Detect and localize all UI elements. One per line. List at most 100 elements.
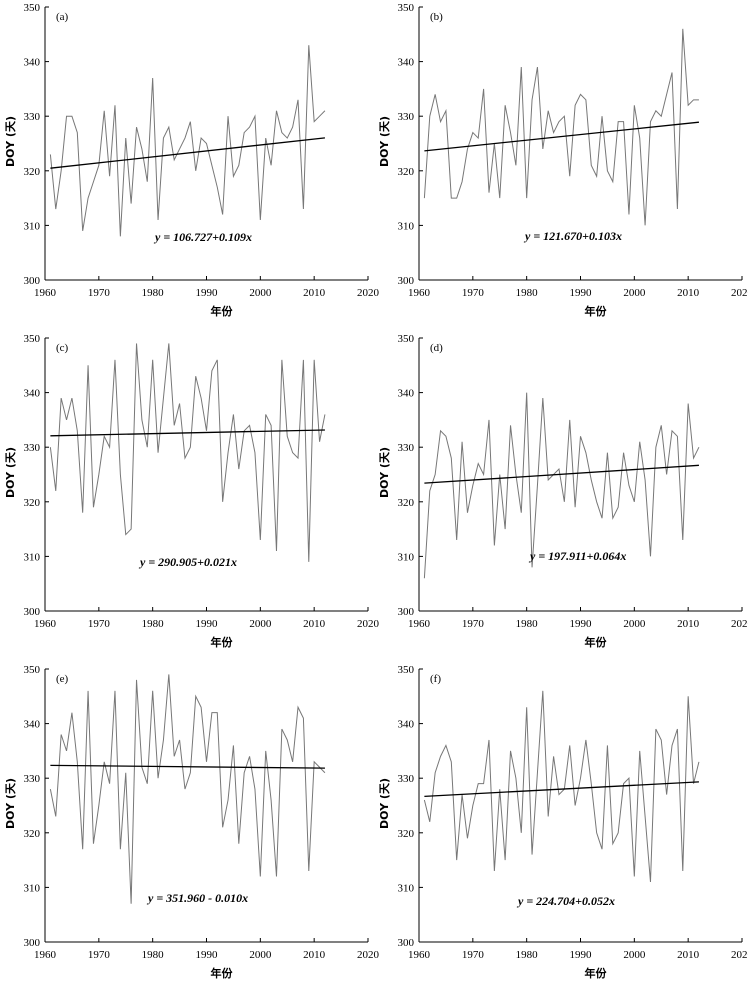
y-tick-label: 310 (398, 220, 415, 232)
x-axis-title: 年份 (211, 966, 234, 980)
chart-b: 300 310 320 330 340 350 1960 1970 1980 1990 2000 20… (378, 2, 748, 318)
trend-line (50, 764, 325, 769)
x-tick-label: 2010 (677, 287, 700, 299)
panel-c: 300 310 320 330 340 350 1960 1970 1980 1990 2000 20… (0, 331, 380, 662)
panel-label: (a) (56, 11, 69, 23)
panel-label: (b) (430, 11, 443, 23)
x-tick-label: 2010 (677, 618, 700, 630)
y-tick-label: 300 (398, 937, 415, 949)
x-tick-label: 2010 (677, 949, 700, 961)
y-tick-label: 340 (398, 388, 415, 400)
y-tick-label: 320 (24, 828, 41, 840)
y-tick-label: 300 (398, 606, 415, 618)
chart-e: 300 310 320 330 340 350 1960 1970 1980 1990 2000 20… (4, 664, 380, 980)
y-tick-label: 330 (398, 773, 415, 785)
y-tick-label: 350 (398, 2, 415, 14)
x-tick-label: 1960 (34, 618, 57, 630)
x-tick-label: 1990 (570, 618, 593, 630)
y-tick-label: 310 (398, 551, 415, 563)
trend-line (424, 781, 699, 797)
x-tick-label: 2000 (623, 949, 646, 961)
x-tick-label: 2000 (249, 287, 272, 299)
x-tick-label: 1970 (88, 618, 111, 630)
x-tick-label: 2020 (731, 618, 748, 630)
x-tick-label: 1960 (408, 287, 431, 299)
y-tick-label: 350 (24, 664, 41, 676)
y-tick-label: 350 (24, 2, 41, 14)
x-tick-label: 1990 (196, 287, 219, 299)
x-tick-label: 1980 (142, 618, 165, 630)
x-axis-title: 年份 (211, 635, 234, 649)
y-tick-label: 320 (398, 166, 415, 178)
doy-series-line (423, 392, 700, 579)
x-tick-label: 1960 (408, 618, 431, 630)
y-axis-title: DOY (天) (378, 447, 391, 498)
trend-line (424, 121, 700, 152)
y-tick-label: 320 (398, 828, 415, 840)
y-tick-label: 340 (24, 57, 41, 69)
x-axis-title: 年份 (585, 966, 608, 980)
y-tick-label: 310 (398, 882, 415, 894)
panel-a: 300 310 320 330 340 350 1960 1970 1980 1990 2000 20… (0, 0, 380, 331)
trend-line (424, 464, 699, 484)
panel-label: (e) (56, 673, 69, 685)
x-tick-label: 1990 (196, 949, 219, 961)
y-tick-label: 340 (24, 388, 41, 400)
y-axis-title: DOY (天) (4, 778, 17, 829)
y-tick-label: 320 (24, 497, 41, 509)
x-tick-label: 2010 (303, 287, 326, 299)
y-tick-label: 300 (24, 275, 41, 287)
x-tick-label: 2000 (249, 618, 272, 630)
chart-a: 300 310 320 330 340 350 1960 1970 1980 1990 2000 20… (4, 2, 380, 318)
y-tick-label: 320 (398, 497, 415, 509)
y-tick-label: 320 (24, 166, 41, 178)
doy-series-line (423, 690, 700, 882)
y-axis-title: DOY (天) (4, 116, 17, 167)
x-tick-label: 1980 (142, 287, 165, 299)
x-tick-label: 2000 (623, 287, 646, 299)
panel-b: 300 310 320 330 340 350 1960 1970 1980 1990 2000 20… (374, 0, 748, 331)
x-tick-label: 1970 (462, 287, 485, 299)
x-tick-label: 1970 (462, 949, 485, 961)
y-tick-label: 310 (24, 882, 41, 894)
x-tick-label: 1970 (462, 618, 485, 630)
y-axis-title: DOY (天) (378, 116, 391, 167)
panel-f: 300 310 320 330 340 350 1960 1970 1980 1990 2000 20… (374, 662, 748, 993)
x-tick-label: 1970 (88, 949, 111, 961)
doy-series-line (49, 343, 326, 562)
y-tick-label: 340 (24, 719, 41, 731)
doy-series-line (49, 45, 326, 237)
y-tick-label: 300 (398, 275, 415, 287)
panel-label: (d) (430, 342, 443, 354)
x-tick-label: 1970 (88, 287, 111, 299)
x-tick-label: 1980 (142, 949, 165, 961)
y-tick-label: 350 (24, 333, 41, 345)
y-tick-label: 330 (398, 442, 415, 454)
trend-line (50, 429, 325, 437)
x-tick-label: 1990 (570, 287, 593, 299)
x-tick-label: 2020 (357, 949, 380, 961)
trend-line (50, 137, 326, 169)
y-tick-label: 330 (24, 773, 41, 785)
x-tick-label: 1990 (570, 949, 593, 961)
trend-equation: y = 351.960 - 0.010x (146, 891, 248, 905)
doy-series-line (423, 28, 699, 226)
x-tick-label: 1960 (34, 287, 57, 299)
x-tick-label: 2020 (731, 949, 748, 961)
x-axis-title: 年份 (585, 635, 608, 649)
trend-equation: y = 121.670+0.103x (523, 229, 622, 243)
trend-equation: y = 290.905+0.021x (138, 555, 237, 569)
y-axis-title: DOY (天) (4, 447, 17, 498)
x-tick-label: 1980 (516, 287, 539, 299)
panel-label: (c) (56, 342, 69, 354)
x-tick-label: 2010 (303, 618, 326, 630)
y-tick-label: 340 (398, 719, 415, 731)
chart-f: 300 310 320 330 340 350 1960 1970 1980 1990 2000 20… (378, 664, 748, 980)
panel-d: 300 310 320 330 340 350 1960 1970 1980 1990 2000 20… (374, 331, 748, 662)
x-tick-label: 2020 (731, 287, 748, 299)
y-tick-label: 300 (24, 937, 41, 949)
x-tick-label: 2000 (249, 949, 272, 961)
x-tick-label: 2010 (303, 949, 326, 961)
y-tick-label: 350 (398, 664, 415, 676)
panel-e: 300 310 320 330 340 350 1960 1970 1980 1990 2000 20… (0, 662, 380, 993)
